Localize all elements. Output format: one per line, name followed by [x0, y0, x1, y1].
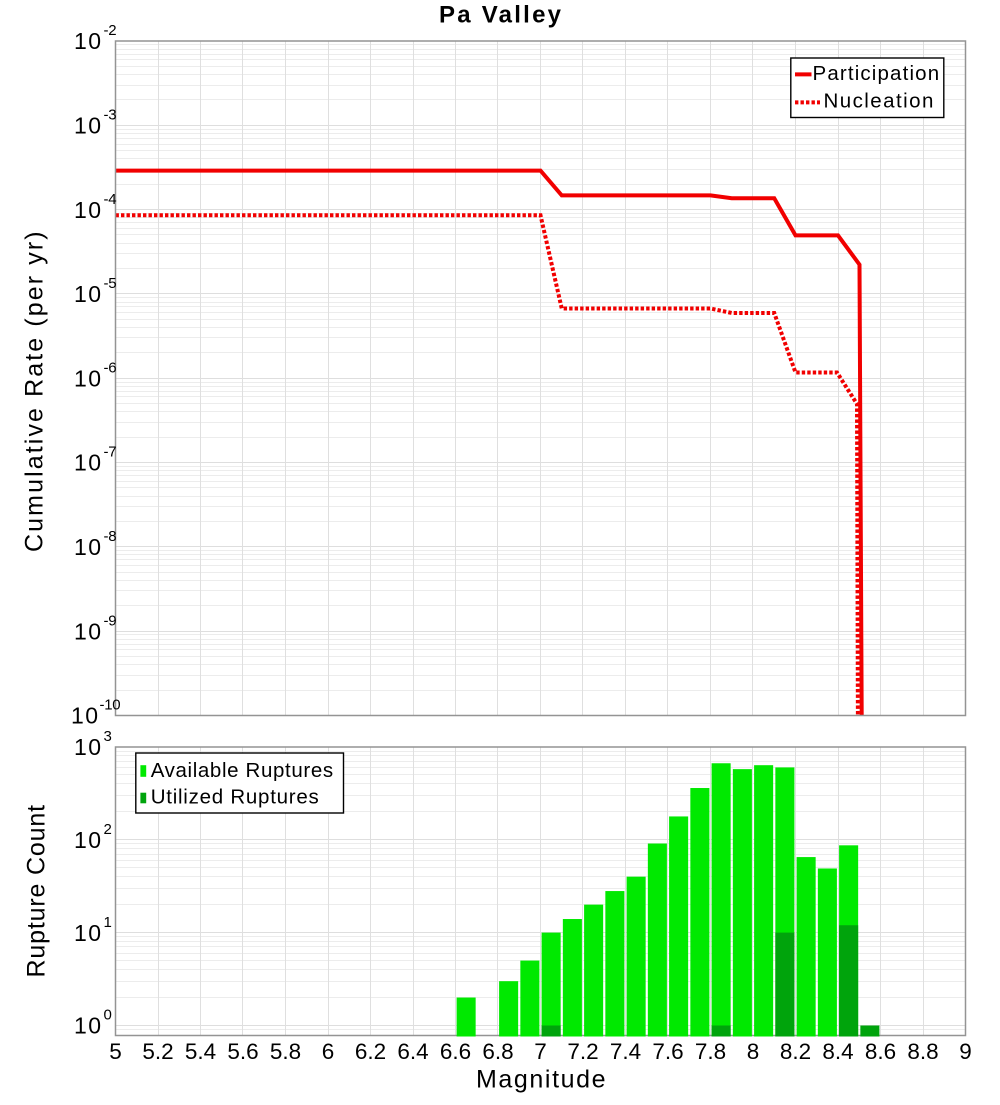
svg-text:8: 8 [747, 1039, 760, 1064]
svg-text:10: 10 [74, 920, 103, 946]
svg-text:10: 10 [74, 827, 103, 853]
svg-text:-6: -6 [104, 359, 117, 376]
svg-text:Rupture Count: Rupture Count [23, 804, 51, 977]
svg-text:7.8: 7.8 [695, 1039, 726, 1064]
svg-text:Nucleation: Nucleation [824, 90, 935, 113]
svg-text:5.6: 5.6 [227, 1039, 258, 1064]
svg-text:5: 5 [109, 1039, 122, 1064]
svg-text:10: 10 [74, 365, 103, 391]
svg-text:7.6: 7.6 [652, 1039, 683, 1064]
svg-text:-5: -5 [104, 275, 117, 292]
svg-text:10: 10 [74, 281, 103, 307]
svg-text:10: 10 [74, 534, 103, 560]
svg-text:10: 10 [74, 28, 103, 54]
svg-text:5.2: 5.2 [142, 1039, 173, 1064]
svg-text:3: 3 [104, 728, 112, 745]
svg-text:Cumulative Rate (per yr): Cumulative Rate (per yr) [21, 229, 49, 552]
svg-text:2: 2 [104, 821, 112, 838]
svg-text:6.2: 6.2 [355, 1039, 386, 1064]
svg-text:0: 0 [104, 1007, 112, 1024]
svg-text:8.4: 8.4 [822, 1039, 853, 1064]
svg-text:10: 10 [71, 703, 100, 729]
svg-text:10: 10 [74, 618, 103, 644]
svg-text:Pa Valley: Pa Valley [439, 2, 563, 29]
svg-text:10: 10 [74, 1013, 103, 1039]
svg-text:8.8: 8.8 [907, 1039, 938, 1064]
svg-text:10: 10 [74, 450, 103, 476]
svg-text:-9: -9 [104, 612, 117, 629]
svg-text:10: 10 [74, 734, 103, 760]
svg-text:5.4: 5.4 [185, 1039, 216, 1064]
svg-text:7.4: 7.4 [610, 1039, 641, 1064]
svg-text:8.2: 8.2 [780, 1039, 811, 1064]
svg-text:Magnitude: Magnitude [476, 1066, 607, 1094]
svg-text:Participation: Participation [813, 62, 941, 85]
svg-text:-7: -7 [104, 444, 117, 461]
svg-text:Utilized Ruptures: Utilized Ruptures [151, 786, 320, 809]
svg-text:1: 1 [104, 914, 112, 931]
svg-text:-4: -4 [104, 191, 117, 208]
svg-text:6: 6 [322, 1039, 335, 1064]
svg-text:6.4: 6.4 [397, 1039, 428, 1064]
svg-text:6.8: 6.8 [482, 1039, 513, 1064]
svg-text:10: 10 [74, 197, 103, 223]
svg-text:8.6: 8.6 [865, 1039, 896, 1064]
svg-text:Available Ruptures: Available Ruptures [151, 759, 334, 782]
svg-text:10: 10 [74, 113, 103, 139]
svg-text:9: 9 [959, 1039, 972, 1064]
svg-text:6.6: 6.6 [440, 1039, 471, 1064]
svg-text:-8: -8 [104, 528, 117, 545]
svg-text:-2: -2 [104, 22, 117, 39]
svg-text:-10: -10 [100, 697, 121, 714]
svg-text:5.8: 5.8 [270, 1039, 301, 1064]
svg-text:-3: -3 [104, 107, 117, 124]
svg-text:7: 7 [534, 1039, 547, 1064]
svg-text:7.2: 7.2 [567, 1039, 598, 1064]
